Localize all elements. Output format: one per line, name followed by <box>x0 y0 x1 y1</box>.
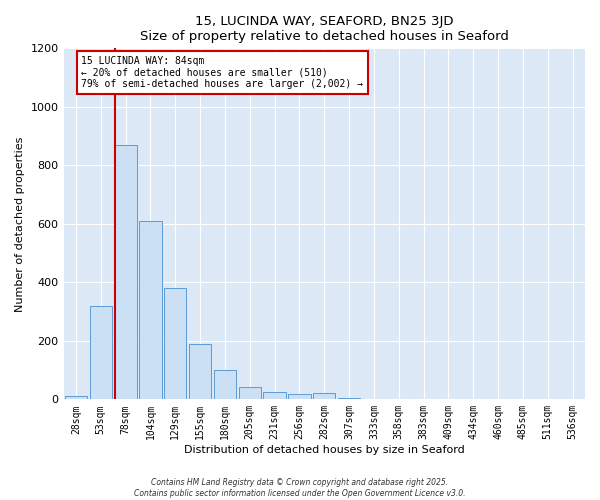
Bar <box>89 306 112 400</box>
Bar <box>562 398 584 400</box>
Bar <box>164 288 187 400</box>
Bar <box>263 392 286 400</box>
Bar <box>239 387 261 400</box>
Title: 15, LUCINDA WAY, SEAFORD, BN25 3JD
Size of property relative to detached houses : 15, LUCINDA WAY, SEAFORD, BN25 3JD Size … <box>140 15 509 43</box>
Bar <box>189 344 211 400</box>
X-axis label: Distribution of detached houses by size in Seaford: Distribution of detached houses by size … <box>184 445 464 455</box>
Bar <box>214 370 236 400</box>
Bar <box>288 394 311 400</box>
Text: 15 LUCINDA WAY: 84sqm
← 20% of detached houses are smaller (510)
79% of semi-det: 15 LUCINDA WAY: 84sqm ← 20% of detached … <box>82 56 364 89</box>
Bar <box>139 221 161 400</box>
Text: Contains HM Land Registry data © Crown copyright and database right 2025.
Contai: Contains HM Land Registry data © Crown c… <box>134 478 466 498</box>
Bar <box>338 398 360 400</box>
Bar <box>65 396 87 400</box>
Bar <box>313 394 335 400</box>
Y-axis label: Number of detached properties: Number of detached properties <box>15 136 25 312</box>
Bar <box>115 145 137 400</box>
